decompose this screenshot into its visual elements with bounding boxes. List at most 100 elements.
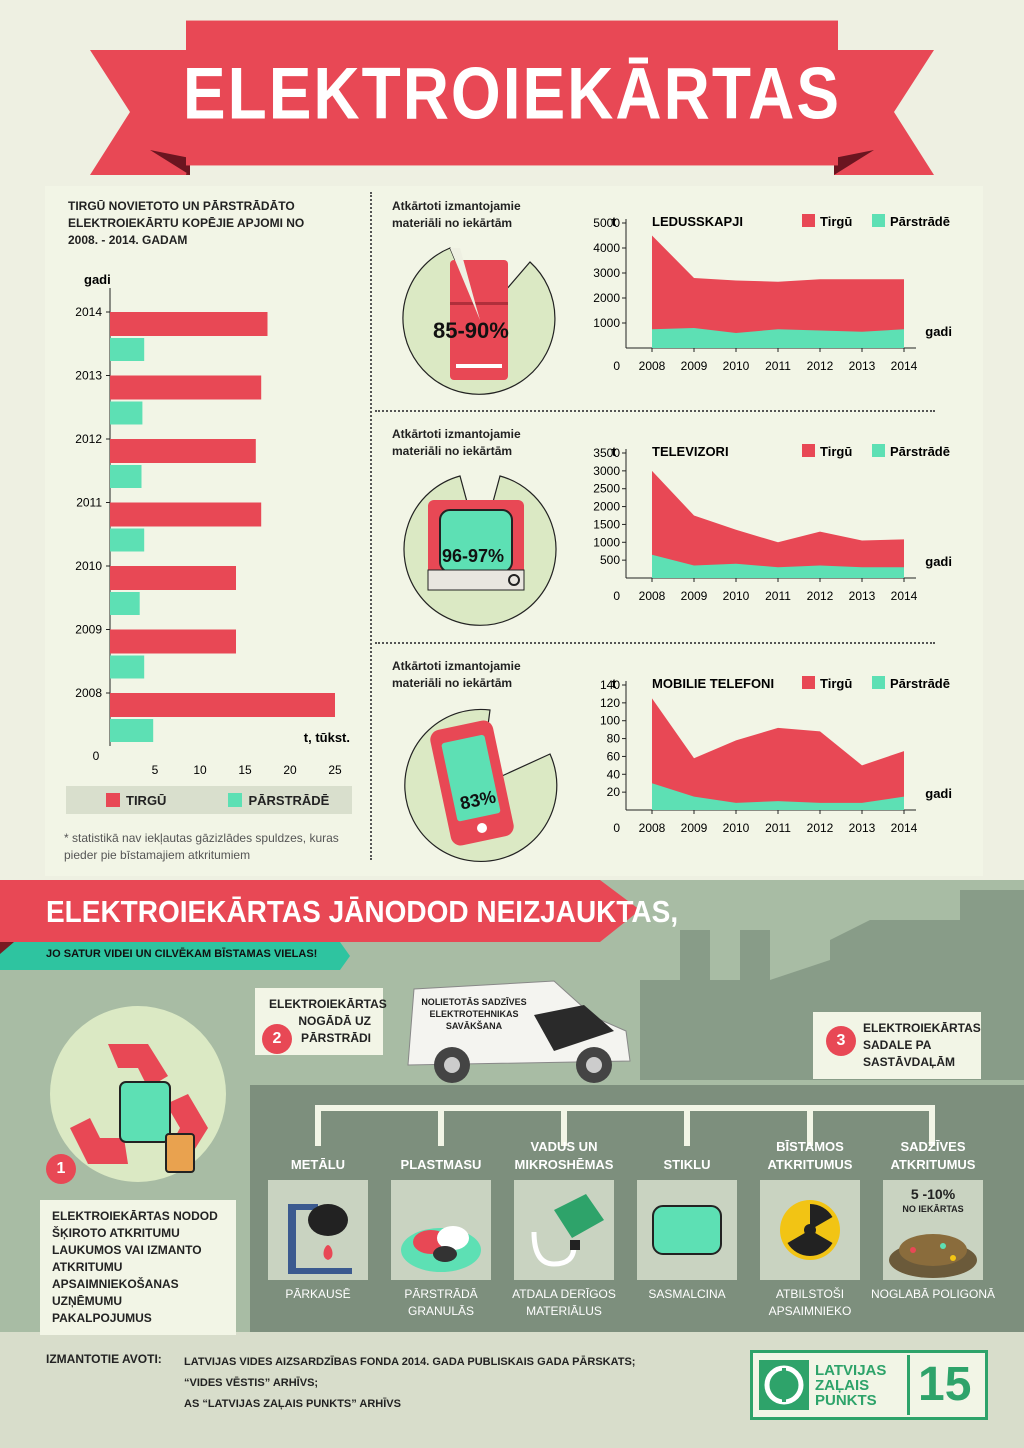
logo-text: LATVIJAS ZAĻAIS PUNKTS xyxy=(815,1363,907,1408)
y-tick-label-2014: 2014 xyxy=(75,305,102,319)
x-tick-label-10: 10 xyxy=(193,763,207,777)
bar-parstrade-2010 xyxy=(110,592,140,615)
bar-parstrade-2014 xyxy=(110,338,145,361)
glass-box xyxy=(637,1180,737,1280)
collection-van-icon xyxy=(407,980,631,1083)
x-axis-label: t, tūkst. xyxy=(304,730,350,745)
x-tick-label-2011: 2011 xyxy=(765,589,791,603)
y-tick-label-80: 80 xyxy=(607,732,621,746)
area-chart-phones: t MOBILIE TELEFONI Tirgū Pārstrādē 0 20 40 60 80… xyxy=(600,676,952,835)
reuse-label-tv: Atkārtoti izmantojamie materiāli no iekā… xyxy=(392,427,521,458)
row-divider-2 xyxy=(375,642,935,644)
bar-tirgu-2010 xyxy=(110,566,236,590)
legend-label-tirgu: Tirgū xyxy=(820,676,852,691)
step-1-number: 1 xyxy=(46,1154,76,1184)
bar-chart-legend: TIRGŪ PĀRSTRĀDĒ xyxy=(66,786,352,814)
van-text: NOLIETOTĀS SADZĪVES ELEKTROTEHNIKAS SAVĀ… xyxy=(421,997,527,1031)
y-tick-label-500: 500 xyxy=(600,553,620,567)
area-chart-fridges: t LEDUSSKAPJI Tirgū Pārstrādē 0 1000 2000 3000 4… xyxy=(593,214,952,373)
unit-label: t xyxy=(612,214,617,229)
area-parstrade xyxy=(652,328,904,348)
action-plastic: PĀRSTRĀDĀ GRANULĀS xyxy=(404,1287,478,1318)
row-divider-1 xyxy=(375,410,935,412)
y-tick-label-1500: 1500 xyxy=(593,517,620,531)
plastic-granules-icon xyxy=(401,1226,481,1272)
x-tick-label-2013: 2013 xyxy=(849,359,876,373)
y-tick-label-2011: 2011 xyxy=(76,496,102,510)
source-line-1: LATVIJAS VIDES AIZSARDZĪBAS FONDA 2014. … xyxy=(184,1356,636,1368)
tv-pie-icon xyxy=(403,475,557,626)
legend-label-tirgu: Tirgū xyxy=(820,214,852,229)
category-metal: METĀLU xyxy=(290,1157,346,1172)
x-axis-label: gadi xyxy=(925,786,952,801)
tv-percent: 96-97% xyxy=(442,546,505,566)
legend-label-tirgu: TIRGŪ xyxy=(126,792,167,808)
legend-swatch-tirgu xyxy=(106,793,120,807)
area-tirgu xyxy=(652,235,904,348)
legend-swatch-parstrade xyxy=(872,214,885,227)
y-tick-label-60: 60 xyxy=(607,749,621,763)
area-chart-tv: t TELEVIZORI Tirgū Pārstrādē 0 500 1000 1500 200… xyxy=(593,444,952,603)
y-tick-label-2012: 2012 xyxy=(75,432,102,446)
y-tick-label-1000: 1000 xyxy=(593,316,620,330)
chart-title: TELEVIZORI xyxy=(652,444,729,459)
area-parstrade xyxy=(652,554,904,578)
x-tick-label-2014: 2014 xyxy=(891,821,918,835)
unit-label: t xyxy=(612,444,617,459)
bar-tirgu-2008 xyxy=(110,693,335,717)
chart-title: MOBILIE TELEFONI xyxy=(652,676,774,691)
action-household: NOGLABĀ POLIGONĀ xyxy=(870,1287,996,1301)
logo-line-1: LATVIJAS xyxy=(815,1361,887,1379)
y-tick-label-100: 100 xyxy=(600,714,620,728)
legend-swatch-parstrade xyxy=(228,793,243,807)
y-tick-label-20: 20 xyxy=(607,785,621,799)
category-connector xyxy=(315,1105,935,1146)
radiation-icon xyxy=(780,1200,840,1260)
x-tick-label-2014: 2014 xyxy=(891,589,918,603)
legend-label-parstrade: Pārstrādē xyxy=(890,444,950,459)
legend-label-parstrade: Pārstrādē xyxy=(890,214,950,229)
x-axis-label: gadi xyxy=(925,324,952,339)
source-line-2: “VIDES VĒSTIS” ARHĪVS; xyxy=(184,1377,319,1389)
x-tick-label-2011: 2011 xyxy=(765,821,791,835)
category-hazardous: BĪSTAMOS ATKRITUMUS xyxy=(767,1139,853,1172)
smelting-pot-icon xyxy=(288,1204,352,1274)
bar-tirgu-2009 xyxy=(110,629,236,654)
x-tick-label-2008: 2008 xyxy=(639,821,666,835)
landfill-percent: 5 -10% xyxy=(910,1186,956,1202)
x-tick-label-2009: 2009 xyxy=(681,821,708,835)
x-tick-label-2010: 2010 xyxy=(723,359,750,373)
banner-ribbon xyxy=(90,50,934,175)
action-hazardous: ATBILSTOŠI APSAIMNIEKO xyxy=(768,1287,852,1318)
step-1-card: ELEKTROIEKĀRTAS NODOD ŠĶIROTO ATKRITUMU … xyxy=(40,1200,236,1335)
x-tick-label-2012: 2012 xyxy=(807,589,834,603)
y-tick-label-2500: 2500 xyxy=(593,482,620,496)
reuse-label-phones: Atkārtoti izmantojamie materiāli no iekā… xyxy=(392,659,521,690)
y-tick-label-5000: 5000 xyxy=(593,216,620,230)
x-tick-label-2012: 2012 xyxy=(807,821,834,835)
bar-tirgu-2014 xyxy=(110,312,268,336)
bar-tirgu-2011 xyxy=(110,502,262,527)
metal-box xyxy=(268,1180,368,1280)
bar-parstrade-2013 xyxy=(110,401,143,425)
bar-chart: gadi 2014 2013 2012 2011 2010 2009 2008 0 5 10 15 20… xyxy=(75,272,350,777)
x-tick-label-2008: 2008 xyxy=(639,589,666,603)
hazardous-box xyxy=(760,1180,860,1280)
x-zero-label: 0 xyxy=(93,749,100,763)
recycling-headline: ELEKTROIEKĀRTAS JĀNODOD NEIZJAUKTAS, xyxy=(46,894,679,929)
y-tick-label-140: 140 xyxy=(600,678,620,692)
latvijas-zalais-punkts-logo: LATVIJAS ZAĻAIS PUNKTS 15 xyxy=(750,1350,988,1420)
legend-label-parstrade: Pārstrādē xyxy=(890,676,950,691)
y-axis-label: gadi xyxy=(84,272,111,287)
y-zero-label: 0 xyxy=(613,359,620,373)
glass-screen-icon xyxy=(652,1205,722,1255)
category-glass: STIKLU xyxy=(663,1157,711,1172)
sources-label: IZMANTOTIE AVOTI: xyxy=(46,1352,162,1366)
reuse-label-fridges: Atkārtoti izmantojamie materiāli no iekā… xyxy=(392,199,521,230)
action-metal: PĀRKAUSĒ xyxy=(285,1287,351,1301)
x-tick-label-5: 5 xyxy=(152,763,159,777)
y-tick-label-2013: 2013 xyxy=(75,369,102,383)
y-tick-label-2009: 2009 xyxy=(75,623,102,637)
x-tick-label-2012: 2012 xyxy=(807,359,834,373)
y-zero-label: 0 xyxy=(613,589,620,603)
